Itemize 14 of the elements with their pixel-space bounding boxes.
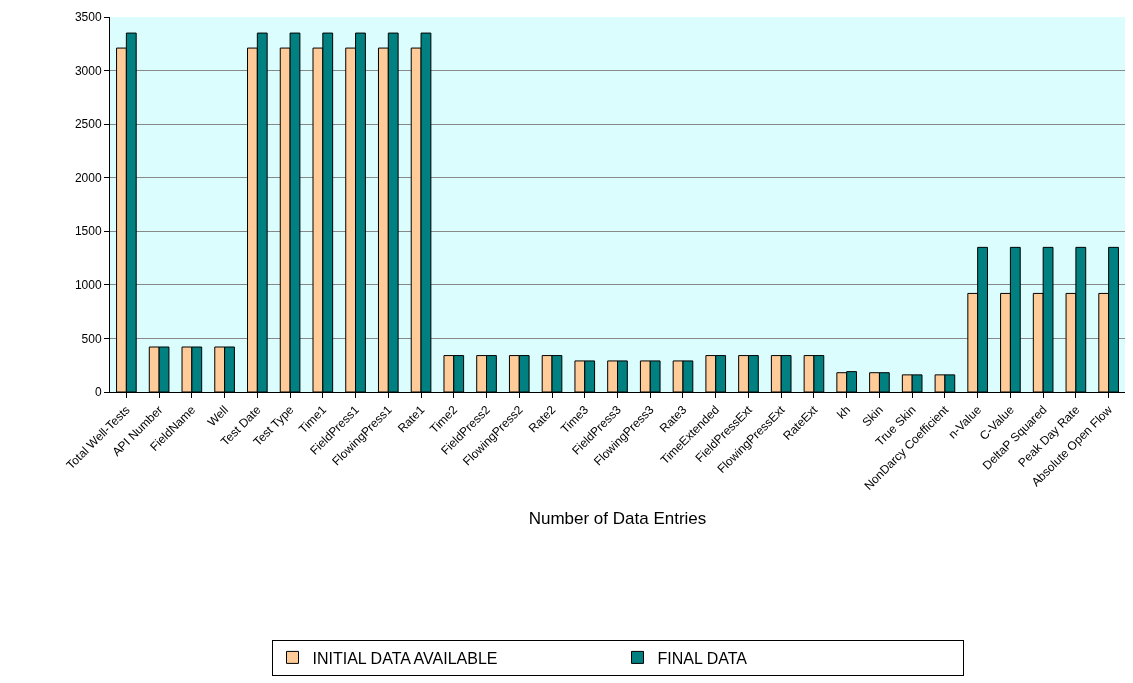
y-tick-label: 2500 (74, 117, 102, 132)
legend-label: FINAL DATA (657, 649, 748, 667)
y-tick-label: 3000 (74, 63, 102, 78)
x-tick-label: Skin (859, 402, 886, 430)
y-tick-label: 0 (94, 385, 102, 400)
legend-label: INITIAL DATA AVAILABLE (312, 649, 498, 667)
x-axis-title: Number of Data Entries (528, 509, 707, 529)
x-tick-label: kh (834, 402, 854, 422)
x-tick-label: Well (204, 402, 231, 430)
y-tick-label: 500 (81, 331, 102, 346)
y-tick-label: 1000 (74, 278, 102, 293)
y-tick-label: 3500 (74, 10, 102, 25)
y-tick-label: 2000 (74, 170, 102, 185)
y-tick-label: 1500 (74, 224, 102, 239)
